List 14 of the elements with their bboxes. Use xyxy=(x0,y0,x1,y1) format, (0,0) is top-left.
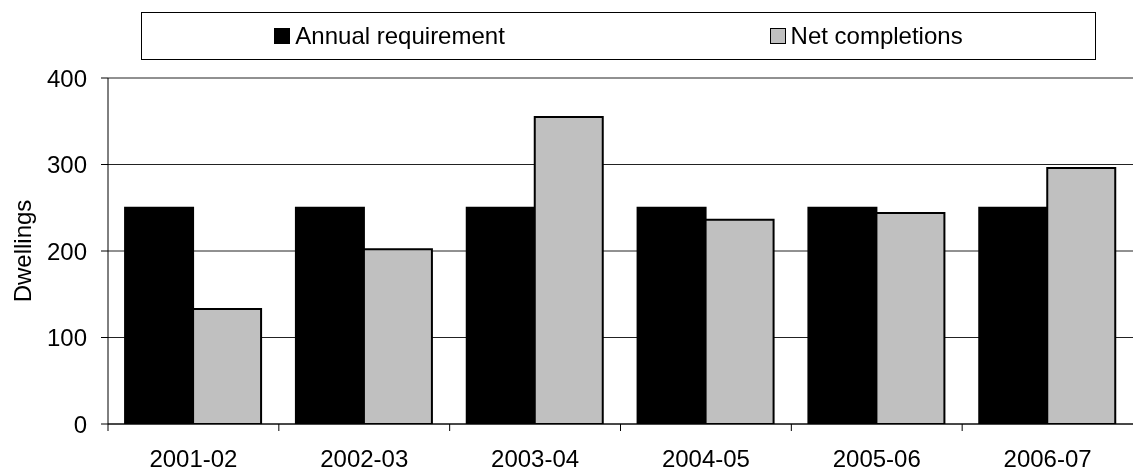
y-tick-label: 200 xyxy=(46,237,87,265)
y-axis-title: Dwellings xyxy=(8,199,36,303)
y-tick-label: 0 xyxy=(73,410,87,438)
legend-label: Annual requirement xyxy=(295,22,505,49)
x-tick-label: 2002-03 xyxy=(320,445,409,470)
x-tick-label: 2005-06 xyxy=(832,445,921,470)
x-tick-label: 2001-02 xyxy=(149,445,238,470)
legend-label: Net completions xyxy=(790,22,963,49)
y-tick-label: 400 xyxy=(46,64,87,92)
x-tick-label: 2006-07 xyxy=(1003,445,1092,470)
y-tick-label: 300 xyxy=(46,151,87,179)
x-tick-label: 2004-05 xyxy=(661,445,750,470)
y-tick-label: 100 xyxy=(46,324,87,352)
x-tick-label: 2003-04 xyxy=(491,445,580,470)
